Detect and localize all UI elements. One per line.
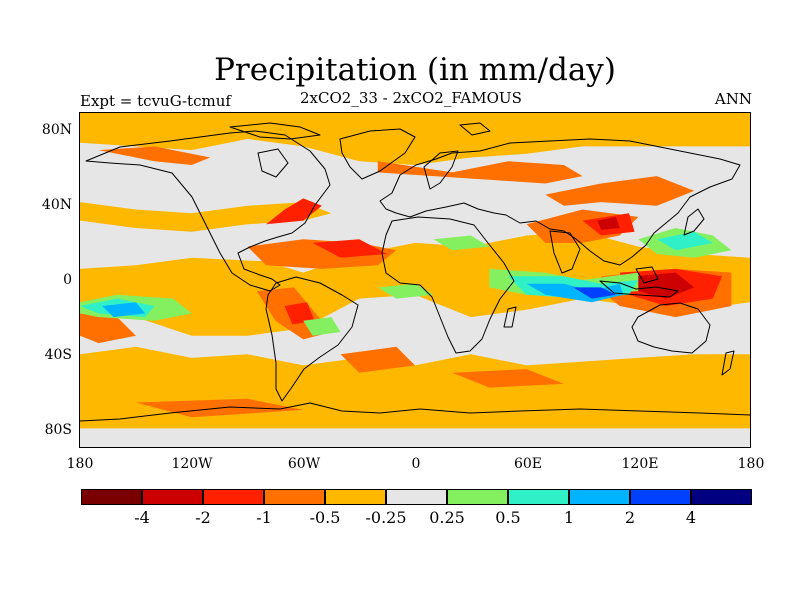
precip-region-5 — [545, 176, 695, 206]
lat-label-80n: 80N — [41, 122, 72, 138]
labelbar-label: -1 — [256, 508, 272, 527]
coastline-africa — [381, 216, 515, 354]
labelbar-label: 2 — [624, 508, 636, 527]
subtitle: 2xCO2_33 - 2xCO2_FAMOUS — [300, 89, 522, 107]
labelbar-label: -0.5 — [309, 508, 341, 527]
precip-region-24 — [433, 235, 490, 251]
lon-label-120e: 120E — [621, 456, 659, 472]
labelbar-swatch — [142, 489, 203, 505]
lat-label-80s: 80S — [44, 422, 72, 438]
coastline-antarctica — [80, 402, 750, 422]
chart-title: Precipitation (in mm/day) — [214, 52, 616, 88]
precip-region-12 — [340, 346, 415, 373]
labelbar-swatch — [508, 489, 569, 505]
precip-region-3 — [80, 202, 332, 232]
precip-region-4 — [377, 161, 583, 184]
precip-region-30 — [656, 231, 713, 251]
labelbar-label: 0.5 — [495, 508, 521, 527]
labelbar-swatch — [81, 489, 142, 505]
lon-label-60e: 60E — [513, 456, 543, 472]
labelbar-label: 1 — [563, 508, 575, 527]
lat-label-0: 0 — [63, 272, 72, 288]
lon-label-180e: 180 — [737, 456, 765, 472]
precip-region-2 — [80, 346, 750, 429]
map-plot-area — [79, 112, 751, 448]
coastline-hudson — [257, 148, 289, 178]
coastline-eurasia — [379, 138, 741, 266]
coastline-new-zealand — [721, 350, 735, 376]
season-label: ANN — [714, 90, 752, 108]
coastline-arctic-islands — [229, 122, 321, 140]
labelbar-label: -4 — [134, 508, 150, 527]
labelbar-label: 4 — [685, 508, 697, 527]
labelbar-swatch — [386, 489, 447, 505]
precipitation-map — [80, 113, 750, 429]
precip-region-31 — [102, 302, 146, 318]
coastline-north-america — [85, 130, 331, 292]
labelbar-swatch — [691, 489, 752, 505]
coastline-australia — [631, 302, 711, 354]
labelbar-swatch — [325, 489, 386, 505]
labelbar-label: -0.25 — [365, 508, 407, 527]
lon-label-120w: 120W — [171, 456, 213, 472]
coastline-india — [549, 230, 581, 274]
labelbar-swatch — [203, 489, 264, 505]
lon-label-180w: 180 — [66, 456, 94, 472]
precip-region-20 — [634, 272, 695, 299]
labelbar-swatch — [630, 489, 691, 505]
coastline-indonesia — [599, 280, 679, 298]
coastline-greenland — [339, 128, 416, 180]
precip-region-16 — [312, 239, 388, 258]
precip-region-14 — [452, 369, 564, 388]
coastline-japan — [683, 208, 705, 236]
precip-region-0 — [80, 113, 750, 165]
lon-label-0: 0 — [411, 456, 421, 472]
coastline-borneo — [635, 266, 659, 284]
precip-region-33 — [573, 287, 616, 299]
precip-region-19 — [284, 302, 315, 325]
labelbar-label: 0.25 — [429, 508, 465, 527]
labelbar-swatch — [264, 489, 325, 505]
coastline-madagascar — [503, 306, 517, 328]
precip-region-15 — [266, 198, 322, 225]
precip-region-21 — [597, 216, 620, 230]
experiment-label: Expt = tcvuG-tcmuf — [80, 92, 231, 110]
precip-region-6 — [98, 146, 211, 165]
coastline-scandinavia — [423, 150, 459, 190]
labelbar-swatch — [569, 489, 630, 505]
labelbar-swatch — [447, 489, 508, 505]
lat-label-40s: 40S — [44, 347, 72, 363]
precip-region-11 — [80, 313, 136, 344]
coastline-svalbard — [459, 122, 491, 136]
lat-label-40n: 40N — [41, 197, 72, 213]
precip-region-27 — [377, 283, 434, 299]
lon-label-60w: 60W — [287, 456, 321, 472]
precip-region-32 — [526, 283, 624, 303]
coastline-south-america — [265, 276, 359, 402]
precip-region-23 — [303, 317, 341, 336]
labelbar-label: -2 — [195, 508, 211, 527]
